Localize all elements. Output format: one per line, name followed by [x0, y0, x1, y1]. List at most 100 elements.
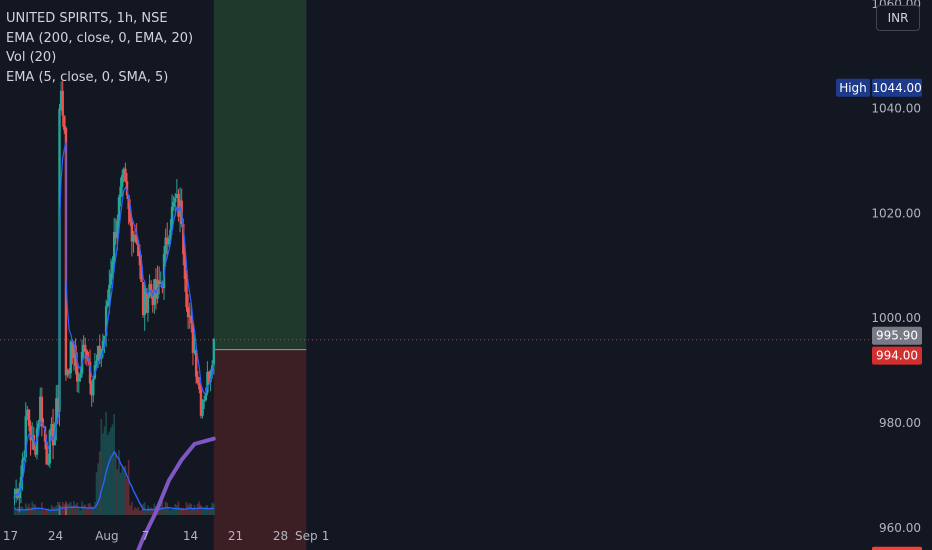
volume-bar [97, 463, 99, 515]
volume-bar [148, 508, 151, 515]
volume-bar [172, 509, 175, 515]
candle-body [145, 288, 148, 313]
candle-body [66, 370, 69, 376]
candle-body [125, 181, 129, 196]
volume-bar [53, 507, 56, 515]
volume-bar [92, 506, 95, 515]
volume-bar [208, 509, 210, 515]
candle-body [188, 315, 191, 318]
candle-body [175, 194, 179, 198]
volume-bar [192, 508, 194, 515]
candle-body [79, 373, 82, 378]
volume-bar [42, 510, 45, 515]
volume-bar [113, 413, 115, 515]
volume-bar [213, 503, 215, 515]
volume-bar [87, 503, 90, 515]
candle-body [129, 209, 132, 223]
volume-bar [124, 465, 127, 515]
candle-body [198, 382, 201, 390]
candle-body [201, 401, 204, 416]
volume-ma [13, 450, 214, 512]
candle-body [71, 341, 74, 358]
legend-ema200[interactable]: EMA (200, close, 0, EMA, 20) [6, 30, 194, 46]
volume-bar [135, 508, 138, 515]
volume-bar [105, 411, 107, 515]
x-tick-label: 7 [142, 529, 150, 543]
volume-bar [119, 472, 122, 515]
candle-body [140, 265, 143, 282]
volume-bar [60, 506, 62, 515]
candle-body [183, 254, 187, 280]
y-tick-label: 1000.00 [871, 311, 921, 325]
candle-body [212, 339, 216, 366]
volume-bar [201, 507, 204, 515]
volume-bar [116, 468, 119, 515]
volume-bar [49, 510, 51, 515]
volume-bar [32, 503, 35, 515]
volume-bar [176, 505, 178, 515]
candle-body [69, 341, 72, 374]
candle-body [82, 344, 85, 353]
volume-bar [68, 503, 70, 515]
candle-body [84, 344, 87, 351]
candle-body [61, 90, 64, 116]
volume-bar [111, 424, 114, 515]
volume-ma-line [13, 450, 214, 512]
volume-bar [179, 508, 181, 515]
volume-bar [45, 509, 48, 515]
volume-bar [23, 510, 25, 515]
volume-bar [65, 506, 67, 515]
ema5-polyline [13, 141, 215, 497]
price-badge-text: 1044.00 [872, 81, 922, 95]
candle-body [103, 335, 106, 341]
legend-volume[interactable]: Vol (20) [6, 50, 57, 65]
currency-button[interactable]: INR [876, 5, 920, 31]
position-tool[interactable] [213, 0, 307, 550]
volume-bar [123, 466, 125, 515]
candle-body [90, 383, 93, 396]
candle-body [74, 345, 77, 367]
candle-body [196, 376, 199, 383]
volume-bar [39, 510, 42, 515]
candle-body [116, 220, 119, 239]
candle-body [194, 349, 198, 377]
volume-bar [110, 427, 112, 515]
volume-bar [65, 506, 67, 515]
x-axis[interactable]: 17 24 Aug 7 14 21 28 Sep 1 [3, 529, 330, 543]
candle-body [56, 398, 60, 412]
candle-body [130, 222, 134, 242]
volume-bar [21, 506, 24, 515]
volume-bar [74, 504, 77, 515]
volume-bar [66, 503, 69, 515]
legend-ema5[interactable]: EMA (5, close, 0, SMA, 5) [6, 69, 169, 85]
candle-body [75, 366, 79, 382]
volume-bar [100, 419, 103, 515]
candle-body [58, 108, 61, 179]
candle-body [30, 435, 34, 441]
candle-body [209, 370, 212, 383]
candle-body [204, 392, 207, 401]
legend-symbol[interactable]: UNITED SPIRITS, 1h, NSE [6, 11, 168, 26]
volume-bar [37, 507, 40, 515]
candle-body [127, 195, 130, 210]
volume-bar [102, 433, 104, 515]
volume-bar [209, 507, 212, 515]
price-badge [872, 346, 922, 365]
volume-bar [20, 506, 22, 515]
candle-body [14, 489, 18, 497]
x-tick-label: 21 [228, 529, 243, 543]
volume-bar [103, 426, 106, 515]
volume-bar [134, 506, 136, 515]
volume-bar [180, 507, 183, 515]
candle-body [133, 234, 137, 237]
candle-body [22, 457, 26, 460]
candle-body [26, 409, 29, 417]
candle-body [37, 423, 40, 429]
candle-body [16, 489, 19, 498]
volume-bar [89, 503, 91, 515]
volume-bar [69, 501, 72, 515]
ema5-line [13, 141, 215, 497]
candle-body [55, 398, 58, 425]
